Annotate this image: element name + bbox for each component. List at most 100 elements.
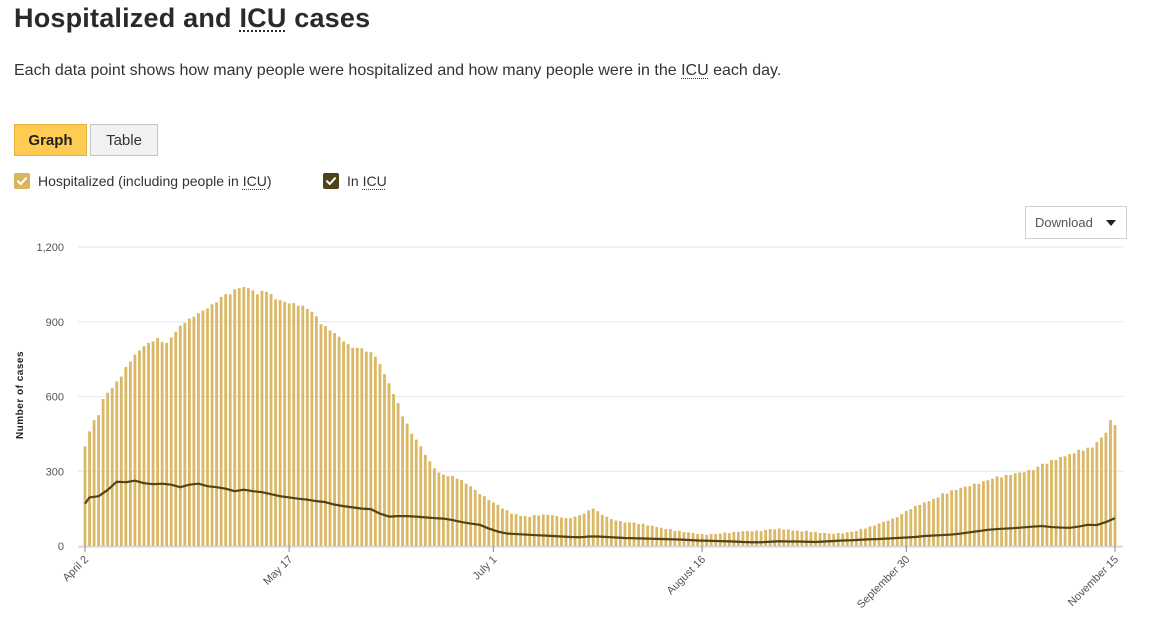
bar-hospitalized[interactable] xyxy=(773,529,777,546)
bar-hospitalized[interactable] xyxy=(92,420,96,546)
bar-hospitalized[interactable] xyxy=(133,354,137,546)
legend-icu-toggle[interactable]: In ICU xyxy=(323,172,387,190)
bar-hospitalized[interactable] xyxy=(1013,473,1017,546)
bar-hospitalized[interactable] xyxy=(274,299,277,546)
bar-hospitalized[interactable] xyxy=(342,341,346,546)
bar-hospitalized[interactable] xyxy=(823,533,827,546)
bar-hospitalized[interactable] xyxy=(873,525,876,546)
bar-hospitalized[interactable] xyxy=(106,392,110,546)
bar-hospitalized[interactable] xyxy=(596,511,600,546)
bar-hospitalized[interactable] xyxy=(183,323,187,546)
bar-hospitalized[interactable] xyxy=(723,532,727,546)
bar-hospitalized[interactable] xyxy=(800,531,804,546)
bar-hospitalized[interactable] xyxy=(587,510,591,546)
bar-hospitalized[interactable] xyxy=(523,516,527,546)
bar-hospitalized[interactable] xyxy=(201,310,205,546)
bar-hospitalized[interactable] xyxy=(982,481,985,546)
bar-hospitalized[interactable] xyxy=(451,475,454,546)
bar-hospitalized[interactable] xyxy=(628,522,631,546)
bar-hospitalized[interactable] xyxy=(678,530,681,546)
bar-hospitalized[interactable] xyxy=(923,502,926,546)
bar-hospitalized[interactable] xyxy=(242,286,246,546)
bar-hospitalized[interactable] xyxy=(664,529,668,546)
line-icu[interactable] xyxy=(84,479,1116,544)
bar-hospitalized[interactable] xyxy=(160,341,164,546)
bar-hospitalized[interactable] xyxy=(101,398,105,546)
bar-hospitalized[interactable] xyxy=(396,402,400,546)
bar-hospitalized[interactable] xyxy=(210,304,214,546)
bar-hospitalized[interactable] xyxy=(464,483,468,546)
bar-hospitalized[interactable] xyxy=(814,531,817,546)
bar-hospitalized[interactable] xyxy=(550,515,554,546)
bar-hospitalized[interactable] xyxy=(401,416,405,546)
bar-hospitalized[interactable] xyxy=(305,308,309,546)
bar-hospitalized[interactable] xyxy=(786,529,790,546)
bar-hospitalized[interactable] xyxy=(900,514,904,546)
bar-hospitalized[interactable] xyxy=(392,394,395,546)
bar-hospitalized[interactable] xyxy=(265,291,268,546)
bar-hospitalized[interactable] xyxy=(927,501,931,546)
bar-hospitalized[interactable] xyxy=(151,341,155,546)
bar-hospitalized[interactable] xyxy=(387,383,391,546)
checkbox-checked-icon[interactable] xyxy=(14,173,30,189)
bar-hospitalized[interactable] xyxy=(605,516,609,546)
bar-hospitalized[interactable] xyxy=(732,531,736,546)
bar-hospitalized[interactable] xyxy=(913,506,917,546)
bar-hospitalized[interactable] xyxy=(165,342,169,546)
bar-hospitalized[interactable] xyxy=(795,530,799,546)
bar-hospitalized[interactable] xyxy=(764,530,768,546)
bar-hospitalized[interactable] xyxy=(832,533,836,546)
bar-hospitalized[interactable] xyxy=(491,502,495,546)
bar-hospitalized[interactable] xyxy=(1077,449,1081,546)
bar-hospitalized[interactable] xyxy=(555,516,559,546)
bar-hospitalized[interactable] xyxy=(410,433,414,547)
bar-hospitalized[interactable] xyxy=(97,415,101,546)
bar-hospitalized[interactable] xyxy=(655,527,659,546)
bar-hospitalized[interactable] xyxy=(578,515,581,546)
bar-hospitalized[interactable] xyxy=(963,486,967,546)
icu-abbreviation[interactable]: ICU xyxy=(681,62,709,79)
bar-hospitalized[interactable] xyxy=(936,497,940,546)
bar-hospitalized[interactable] xyxy=(736,531,740,546)
bar-hospitalized[interactable] xyxy=(115,381,119,546)
bar-hospitalized[interactable] xyxy=(1040,463,1044,546)
bar-hospitalized[interactable] xyxy=(364,351,368,546)
bar-hospitalized[interactable] xyxy=(383,374,386,546)
bar-hospitalized[interactable] xyxy=(632,522,636,546)
bar-hospitalized[interactable] xyxy=(1050,459,1053,546)
bar-hospitalized[interactable] xyxy=(414,439,418,546)
download-dropdown[interactable]: Download xyxy=(1025,206,1127,239)
bar-hospitalized[interactable] xyxy=(637,524,640,546)
bar-hospitalized[interactable] xyxy=(147,342,150,546)
bar-hospitalized[interactable] xyxy=(514,514,518,546)
bar-hospitalized[interactable] xyxy=(228,294,232,546)
bar-hospitalized[interactable] xyxy=(369,352,373,546)
bar-hospitalized[interactable] xyxy=(324,326,327,546)
bar-hospitalized[interactable] xyxy=(646,525,650,546)
bar-hospitalized[interactable] xyxy=(355,347,359,546)
bar-hospitalized[interactable] xyxy=(1099,437,1103,546)
bar-hospitalized[interactable] xyxy=(591,508,595,547)
bar-hospitalized[interactable] xyxy=(791,530,795,546)
bar-hospitalized[interactable] xyxy=(178,325,182,546)
bar-hospitalized[interactable] xyxy=(187,318,191,546)
bar-hospitalized[interactable] xyxy=(88,431,91,546)
bar-hospitalized[interactable] xyxy=(319,324,323,546)
bar-hospitalized[interactable] xyxy=(1009,474,1013,546)
bar-hospitalized[interactable] xyxy=(432,468,436,546)
bar-hospitalized[interactable] xyxy=(251,290,255,546)
bar-hospitalized[interactable] xyxy=(614,520,618,546)
bar-hospitalized[interactable] xyxy=(260,290,264,546)
bar-hospitalized[interactable] xyxy=(1104,432,1108,546)
bar-hospitalized[interactable] xyxy=(283,301,287,546)
bar-hospitalized[interactable] xyxy=(827,533,831,546)
bar-hospitalized[interactable] xyxy=(864,528,867,546)
bar-hospitalized[interactable] xyxy=(1004,474,1008,546)
bar-hospitalized[interactable] xyxy=(110,387,114,546)
bar-hospitalized[interactable] xyxy=(278,300,282,546)
bar-hospitalized[interactable] xyxy=(541,514,545,546)
bar-hospitalized[interactable] xyxy=(859,528,863,546)
bar-hospitalized[interactable] xyxy=(233,289,237,546)
bar-hospitalized[interactable] xyxy=(746,531,749,546)
bar-hospitalized[interactable] xyxy=(446,476,450,546)
